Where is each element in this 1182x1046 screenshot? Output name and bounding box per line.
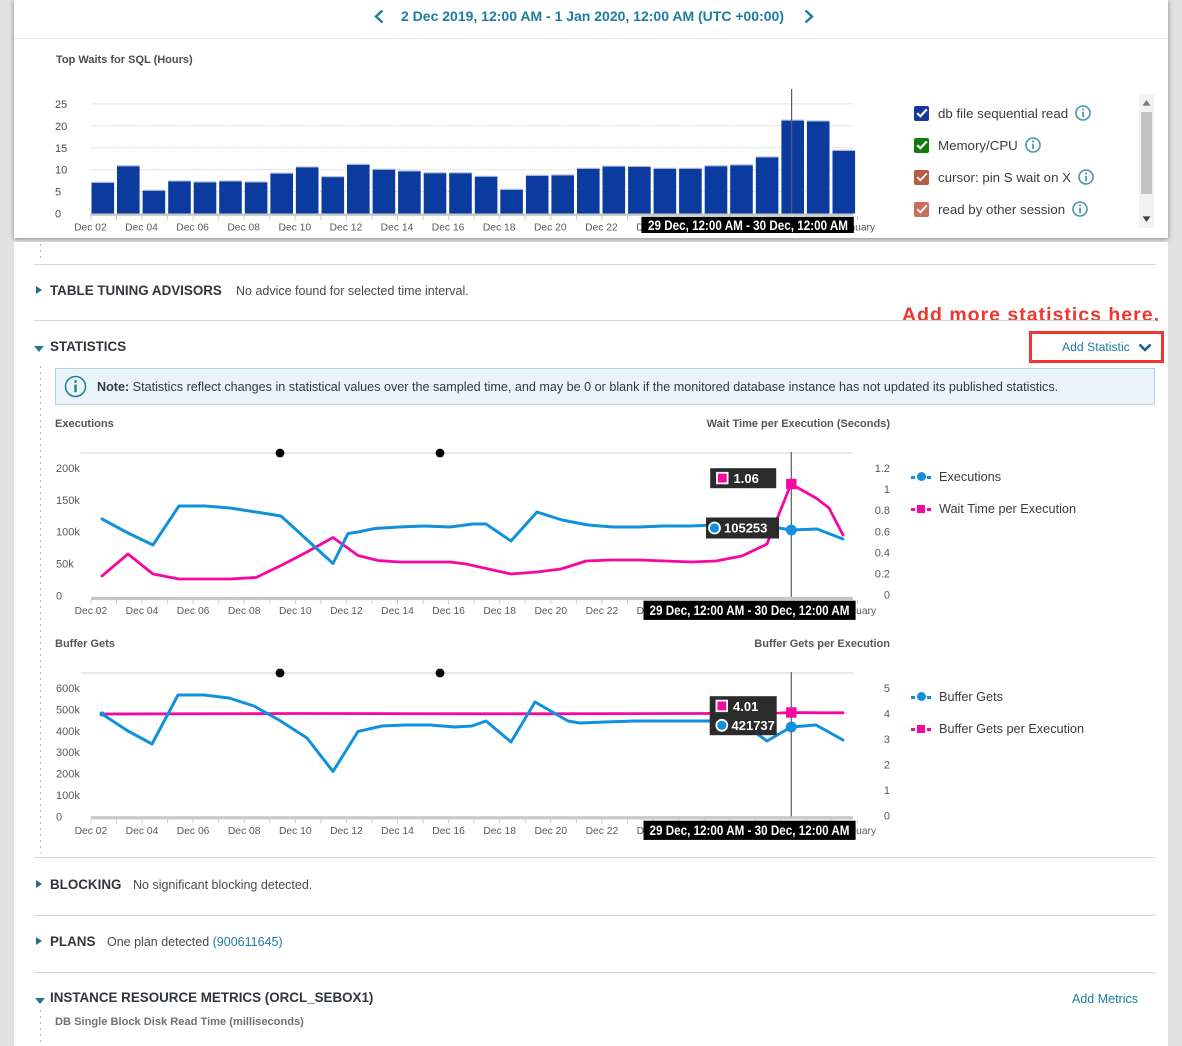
svg-text:0: 0 <box>884 811 890 823</box>
svg-text:4: 4 <box>884 709 890 721</box>
svg-text:15: 15 <box>55 143 67 155</box>
svg-text:Dec 22: Dec 22 <box>585 223 618 234</box>
svg-text:Dec 08: Dec 08 <box>228 606 261 617</box>
svg-text:421737: 421737 <box>732 718 775 733</box>
svg-text:1: 1 <box>884 484 890 496</box>
svg-text:Dec 10: Dec 10 <box>279 606 312 617</box>
svg-text:0.4: 0.4 <box>875 547 890 559</box>
svg-text:Dec 16: Dec 16 <box>432 223 465 234</box>
svg-text:100k: 100k <box>56 527 80 539</box>
svg-text:0: 0 <box>55 209 61 221</box>
svg-text:Dec 18: Dec 18 <box>483 223 516 234</box>
svg-text:Dec 08: Dec 08 <box>227 223 260 234</box>
svg-text:29 Dec, 12:00 AM - 30 Dec, 12:: 29 Dec, 12:00 AM - 30 Dec, 12:00 AM <box>650 602 850 618</box>
svg-text:100k: 100k <box>56 790 80 802</box>
svg-text:0.2: 0.2 <box>875 569 890 581</box>
svg-text:0.6: 0.6 <box>875 526 890 538</box>
svg-text:29 Dec, 12:00 AM - 30 Dec, 12:: 29 Dec, 12:00 AM - 30 Dec, 12:00 AM <box>648 217 848 233</box>
svg-text:1.06: 1.06 <box>734 471 759 486</box>
svg-text:105253: 105253 <box>724 521 767 536</box>
svg-text:0: 0 <box>56 590 62 602</box>
svg-text:0: 0 <box>884 590 890 602</box>
svg-text:0.8: 0.8 <box>875 505 890 517</box>
svg-text:20: 20 <box>55 121 67 133</box>
svg-text:Dec 04: Dec 04 <box>126 826 159 837</box>
svg-text:400k: 400k <box>56 726 80 738</box>
svg-text:January: January <box>840 826 877 837</box>
svg-text:5: 5 <box>884 683 890 695</box>
svg-text:1: 1 <box>884 785 890 797</box>
svg-text:Dec 14: Dec 14 <box>381 606 414 617</box>
svg-text:Dec 20: Dec 20 <box>534 826 567 837</box>
svg-text:Dec 14: Dec 14 <box>381 223 414 234</box>
svg-text:Dec 18: Dec 18 <box>483 606 516 617</box>
svg-text:50k: 50k <box>56 559 74 571</box>
svg-text:Dec 02: Dec 02 <box>74 223 107 234</box>
svg-text:300k: 300k <box>56 747 80 759</box>
svg-text:600k: 600k <box>56 683 80 695</box>
svg-text:Dec 10: Dec 10 <box>278 223 311 234</box>
svg-text:Dec 12: Dec 12 <box>330 826 363 837</box>
svg-text:Dec 16: Dec 16 <box>432 826 465 837</box>
svg-text:2: 2 <box>884 760 890 772</box>
svg-text:3: 3 <box>884 734 890 746</box>
svg-text:Dec 06: Dec 06 <box>177 826 210 837</box>
svg-text:0: 0 <box>56 811 62 823</box>
svg-text:Dec 04: Dec 04 <box>126 606 159 617</box>
svg-text:200k: 200k <box>56 769 80 781</box>
svg-text:Dec 06: Dec 06 <box>177 606 210 617</box>
svg-text:Dec 22: Dec 22 <box>586 606 619 617</box>
svg-text:Dec 12: Dec 12 <box>330 606 363 617</box>
svg-text:Dec 02: Dec 02 <box>75 826 108 837</box>
svg-text:25: 25 <box>55 99 67 111</box>
svg-text:Dec 20: Dec 20 <box>534 606 567 617</box>
svg-text:150k: 150k <box>56 495 80 507</box>
svg-text:Dec 10: Dec 10 <box>279 826 312 837</box>
svg-text:Dec 06: Dec 06 <box>176 223 209 234</box>
svg-text:200k: 200k <box>56 463 80 475</box>
svg-text:Dec 12: Dec 12 <box>330 223 363 234</box>
svg-text:5: 5 <box>55 187 61 199</box>
svg-text:1.2: 1.2 <box>875 463 890 475</box>
svg-text:Dec 14: Dec 14 <box>381 826 414 837</box>
svg-text:Dec 20: Dec 20 <box>534 223 567 234</box>
svg-text:500k: 500k <box>56 704 80 716</box>
svg-text:Dec 08: Dec 08 <box>228 826 261 837</box>
svg-text:Dec 18: Dec 18 <box>483 826 516 837</box>
svg-text:Dec 04: Dec 04 <box>125 223 158 234</box>
svg-text:Dec 22: Dec 22 <box>586 826 619 837</box>
svg-text:10: 10 <box>55 165 67 177</box>
svg-text:Dec 16: Dec 16 <box>432 606 465 617</box>
svg-text:Dec 02: Dec 02 <box>75 606 108 617</box>
svg-text:29 Dec, 12:00 AM - 30 Dec, 12:: 29 Dec, 12:00 AM - 30 Dec, 12:00 AM <box>650 822 850 838</box>
svg-text:4.01: 4.01 <box>733 699 758 714</box>
svg-text:January: January <box>840 606 877 617</box>
svg-text:January: January <box>839 223 876 234</box>
